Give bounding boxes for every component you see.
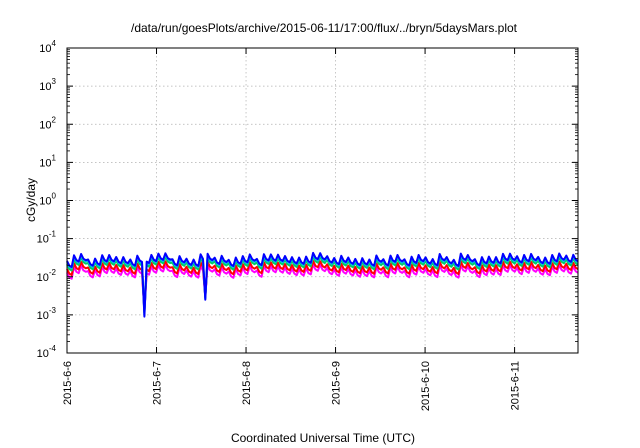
y-tick-label: 102 bbox=[39, 115, 56, 131]
x-tick-label: 2015-6-6 bbox=[62, 361, 74, 405]
axis-ticks bbox=[66, 47, 578, 354]
chart-title: /data/run/goesPlots/archive/2015-06-11/1… bbox=[131, 21, 518, 35]
y-tick-label: 10-3 bbox=[37, 306, 57, 322]
x-tick-label: 2015-6-11 bbox=[510, 361, 522, 410]
x-tick-label: 2015-6-10 bbox=[420, 361, 432, 411]
y-tick-label: 10-4 bbox=[37, 344, 57, 360]
series-line bbox=[66, 260, 579, 313]
series-line bbox=[66, 251, 579, 318]
series-line bbox=[66, 263, 579, 312]
y-tick-label: 10-2 bbox=[37, 268, 57, 284]
y-tick-label: 104 bbox=[39, 39, 56, 55]
y-tick-label: 101 bbox=[39, 153, 56, 169]
grid-lines bbox=[67, 48, 578, 353]
x-axis-label: Coordinated Universal Time (UTC) bbox=[231, 431, 415, 445]
y-tick-label: 100 bbox=[39, 192, 56, 208]
y-tick-labels: 10-4 10-3 10-2 10-1 100 101 102 103 104 bbox=[37, 39, 57, 360]
x-tick-label: 2015-6-9 bbox=[331, 361, 343, 405]
x-tick-labels: 2015-6-6 2015-6-7 2015-6-8 2015-6-9 2015-6-1… bbox=[62, 361, 522, 411]
y-axis-label: cGy/day bbox=[24, 178, 38, 222]
y-tick-label: 10-1 bbox=[37, 230, 57, 246]
y-tick-label: 103 bbox=[39, 77, 56, 93]
x-tick-label: 2015-6-8 bbox=[241, 361, 253, 405]
series-lines bbox=[66, 251, 579, 318]
x-tick-label: 2015-6-7 bbox=[152, 361, 164, 405]
